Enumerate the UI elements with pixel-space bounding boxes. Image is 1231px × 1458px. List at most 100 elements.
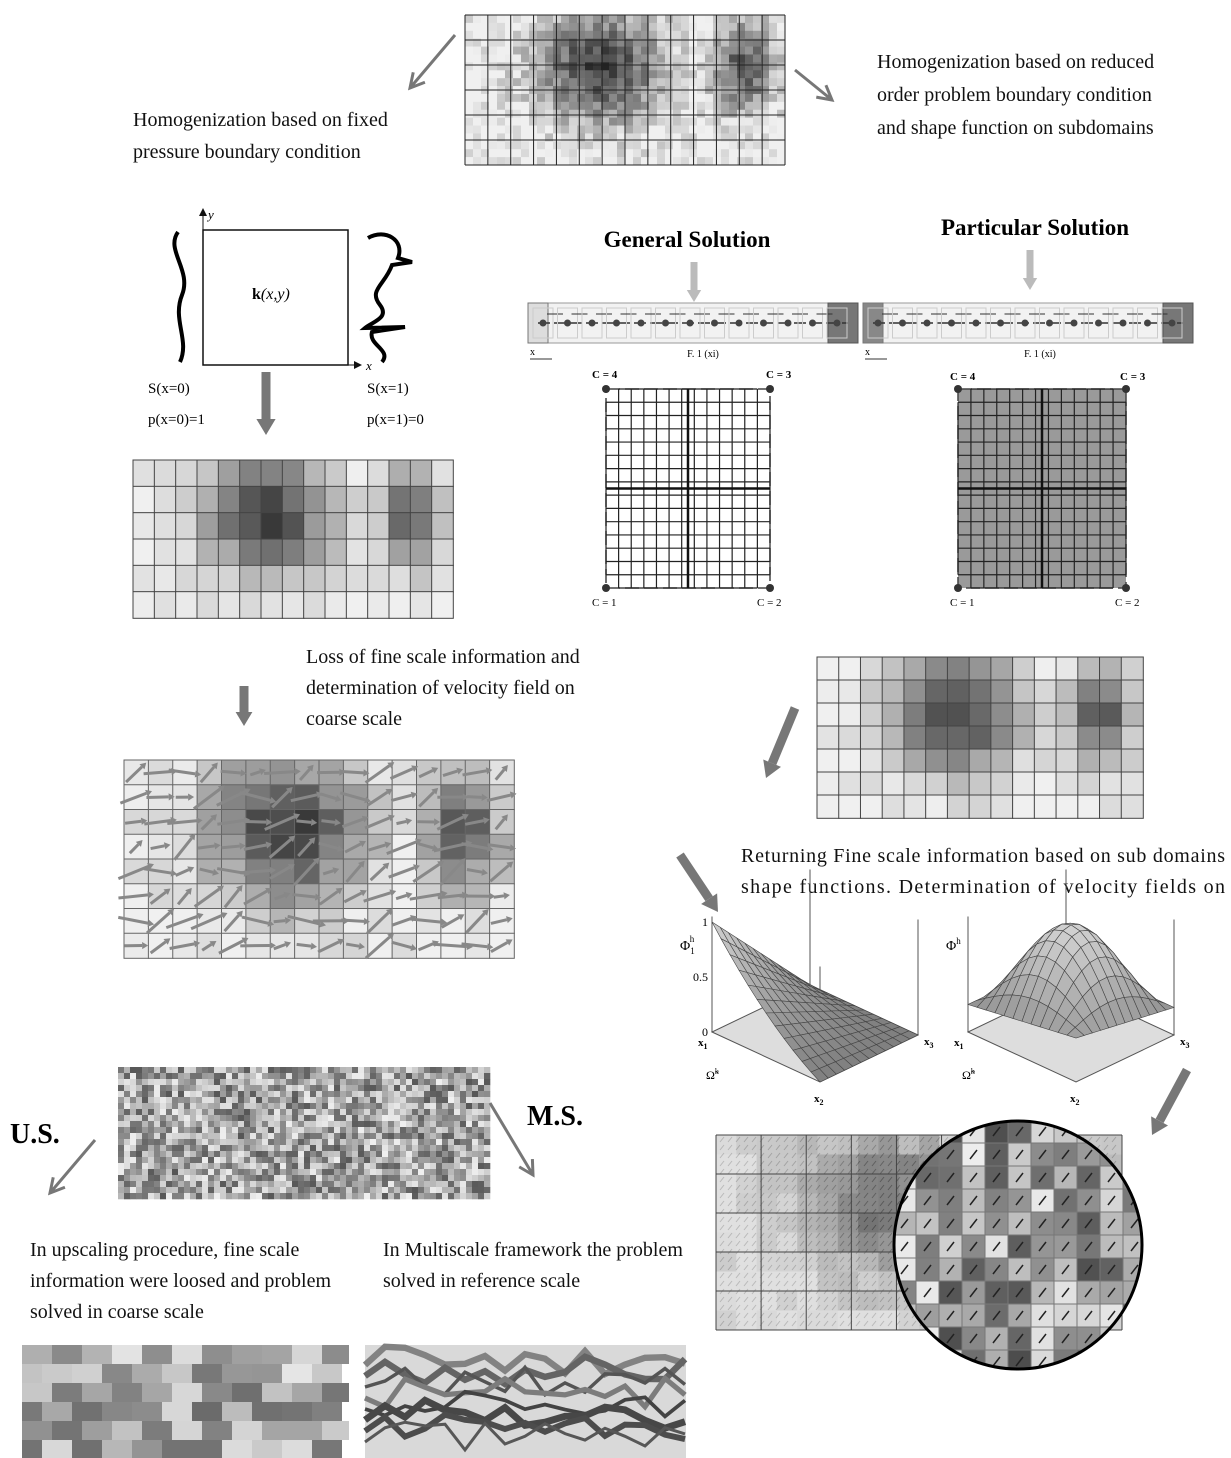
cell [837,1271,859,1292]
channel [363,1374,687,1411]
cell [172,1421,202,1440]
cell [497,38,506,47]
cell [465,117,474,126]
zoom-vel [969,1149,978,1160]
node [784,319,792,327]
pixel [424,1079,431,1086]
zoom-vel [946,1241,955,1252]
pixel [334,1181,341,1188]
cell [601,141,610,150]
pixel [256,1145,263,1152]
pixel [166,1073,173,1080]
pixel [160,1067,167,1074]
cell [521,93,530,103]
arrow-head [312,857,320,865]
pixel [130,1181,137,1188]
cell [601,70,610,79]
cell [585,62,594,71]
pixel [196,1079,203,1086]
pixel [460,1163,467,1170]
pixel [262,1079,269,1086]
pixel [340,1115,347,1122]
zoom-vel [923,1310,932,1321]
cell [617,46,626,55]
pixel [280,1169,287,1176]
pixel [334,1073,341,1080]
pixel [436,1103,443,1110]
pixel [334,1139,341,1146]
cell [753,109,762,118]
pixel [136,1091,143,1098]
cell [1077,702,1101,727]
pixel [394,1109,401,1116]
cell [513,22,522,32]
zoom-vel [946,1264,955,1275]
cell [925,702,949,727]
pixel [178,1067,185,1074]
pixel [262,1109,269,1116]
pixel [268,1067,275,1074]
cell [513,109,522,118]
arrow-shaft [320,792,337,800]
pixel [418,1127,425,1134]
cell [761,30,770,39]
pixel [418,1157,425,1164]
cell [968,771,992,796]
pixel [238,1175,245,1182]
pixel [484,1121,491,1128]
pixel [472,1109,479,1116]
arrow [125,762,147,784]
cell [601,125,610,134]
arrow-shaft [269,865,291,880]
arrow-shaft [264,815,296,831]
zoom-vel [1038,1310,1047,1321]
cell [625,38,634,47]
cell [431,538,454,567]
pixel [424,1187,431,1194]
cell [761,70,770,79]
cell [713,157,722,166]
arrow [439,858,466,886]
arrow-shaft [220,769,241,775]
cell [681,125,690,134]
pixel [322,1169,329,1176]
pixel [160,1151,167,1158]
arrow [389,765,419,780]
cell [72,1364,102,1383]
cell [737,109,746,118]
pixel [322,1175,329,1182]
pixel [394,1157,401,1164]
pixel [436,1193,443,1200]
pixel [184,1181,191,1188]
pixel [172,1073,179,1080]
cell [609,46,618,55]
pixel [370,1145,377,1152]
cell [561,15,570,24]
cell [1055,725,1079,750]
pixel [394,1127,401,1134]
cell [1099,794,1123,819]
arrow [442,767,464,777]
pixel [196,1193,203,1200]
pixel [328,1079,335,1086]
pixel [448,1187,455,1194]
pixel [136,1121,143,1128]
cell [324,538,348,567]
arrow-shaft [143,867,172,875]
arrow-shaft [318,890,339,906]
cell [769,117,778,126]
cell [657,15,666,24]
arrow-head [506,861,514,869]
pixel [478,1181,485,1188]
pixel [412,1151,419,1158]
zoom-vel [1015,1241,1024,1252]
pixel [328,1103,335,1110]
arrow-head [385,788,393,796]
cell [473,15,482,24]
arrow-head [209,940,217,948]
pixel [172,1127,179,1134]
cell [473,93,482,103]
pixel [406,1163,413,1170]
pixel [208,1193,215,1200]
pixel [346,1073,353,1080]
